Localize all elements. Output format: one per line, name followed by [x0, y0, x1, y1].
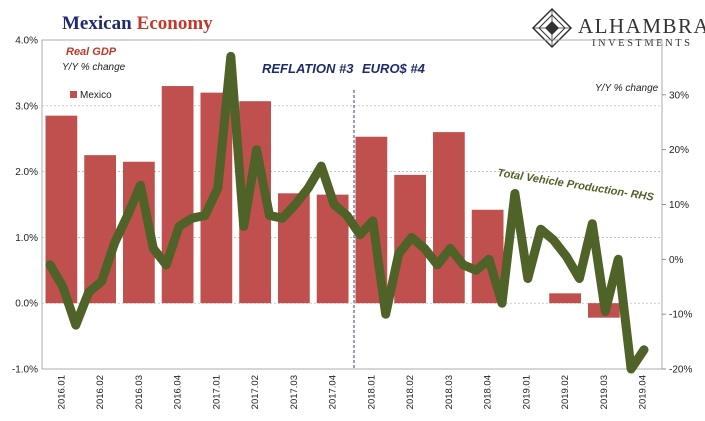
x-tick-label: 2019.02 [560, 375, 571, 409]
x-tick-label: 2018.02 [405, 375, 416, 409]
x-tick-label: 2018.01 [366, 375, 377, 409]
logo-main-text: ALHAMBRA [578, 14, 705, 38]
left-axis-label-line1: Real GDP [66, 46, 117, 58]
left-tick-label: 3.0% [15, 101, 38, 112]
left-tick-label: 0.0% [15, 299, 38, 310]
x-tick-label: 2016.02 [95, 375, 106, 409]
x-tick-label: 2018.03 [444, 375, 455, 409]
legend-label-mexico: Mexico [80, 90, 112, 101]
bar-series [45, 86, 620, 318]
diamond-logo-icon [531, 7, 573, 49]
left-tick-label: 4.0% [15, 36, 38, 47]
right-tick-label: 10% [669, 200, 689, 211]
chart-title-part2: Economy [137, 13, 214, 34]
x-tick-label: 2016.04 [173, 375, 184, 409]
right-tick-label: -20% [669, 365, 692, 376]
bar-2016.04 [161, 86, 194, 304]
chart-title-part1: Mexican [62, 13, 132, 34]
right-tick-label: -10% [669, 310, 692, 321]
left-axis-ticks: 4.0% 3.0% 2.0% 1.0% 0.0% -1.0% [12, 36, 38, 376]
x-tick-label: 2018.04 [483, 375, 494, 409]
left-tick-label: 2.0% [15, 167, 38, 178]
x-tick-label: 2019.04 [638, 375, 649, 409]
x-tick-label: 2019.03 [599, 375, 610, 409]
chart-title: Mexican Economy [62, 13, 213, 34]
bar-2016.01 [45, 115, 78, 304]
line-series-vehicle-production [45, 51, 649, 374]
x-tick-label: 2017.01 [211, 375, 222, 409]
x-tick-label: 2019.01 [521, 375, 532, 409]
legend-swatch-mexico [70, 91, 77, 98]
legend: Mexico [70, 90, 112, 101]
right-tick-label: 30% [669, 90, 689, 101]
gridlines [42, 105, 662, 304]
line-series-label: Total Vehicle Production- RHS [497, 167, 656, 204]
x-axis-ticks: 2016.01 2016.02 2016.03 2016.04 2017.01 2017.… [56, 375, 648, 409]
x-tick-label: 2016.01 [56, 375, 67, 409]
x-tick-label: 2017.02 [250, 375, 261, 409]
bar-2019.02 [549, 293, 582, 304]
x-tick-label: 2016.03 [134, 375, 145, 409]
left-tick-label: 1.0% [15, 233, 38, 244]
logo-sub-text: INVESTMENTS [592, 38, 692, 49]
right-tick-label: 20% [669, 145, 689, 156]
alhambra-logo: ALHAMBRA INVESTMENTS [531, 7, 705, 49]
x-tick-label: 2017.04 [328, 375, 339, 409]
plot-area [41, 39, 663, 374]
bar-2018.03 [432, 132, 465, 304]
left-axis-label-line2: Y/Y % change [62, 62, 126, 73]
left-tick-label: -1.0% [12, 365, 38, 376]
x-tick-label: 2017.03 [289, 375, 300, 409]
annotation-era1: REFLATION #3 [262, 61, 354, 76]
right-axis-ticks: 30% 20% 10% 0% -10% -20% [662, 90, 692, 376]
right-axis-label: Y/Y % change [595, 83, 659, 94]
annotation-era2: EURO$ #4 [362, 61, 426, 76]
right-tick-label: 0% [669, 255, 684, 266]
